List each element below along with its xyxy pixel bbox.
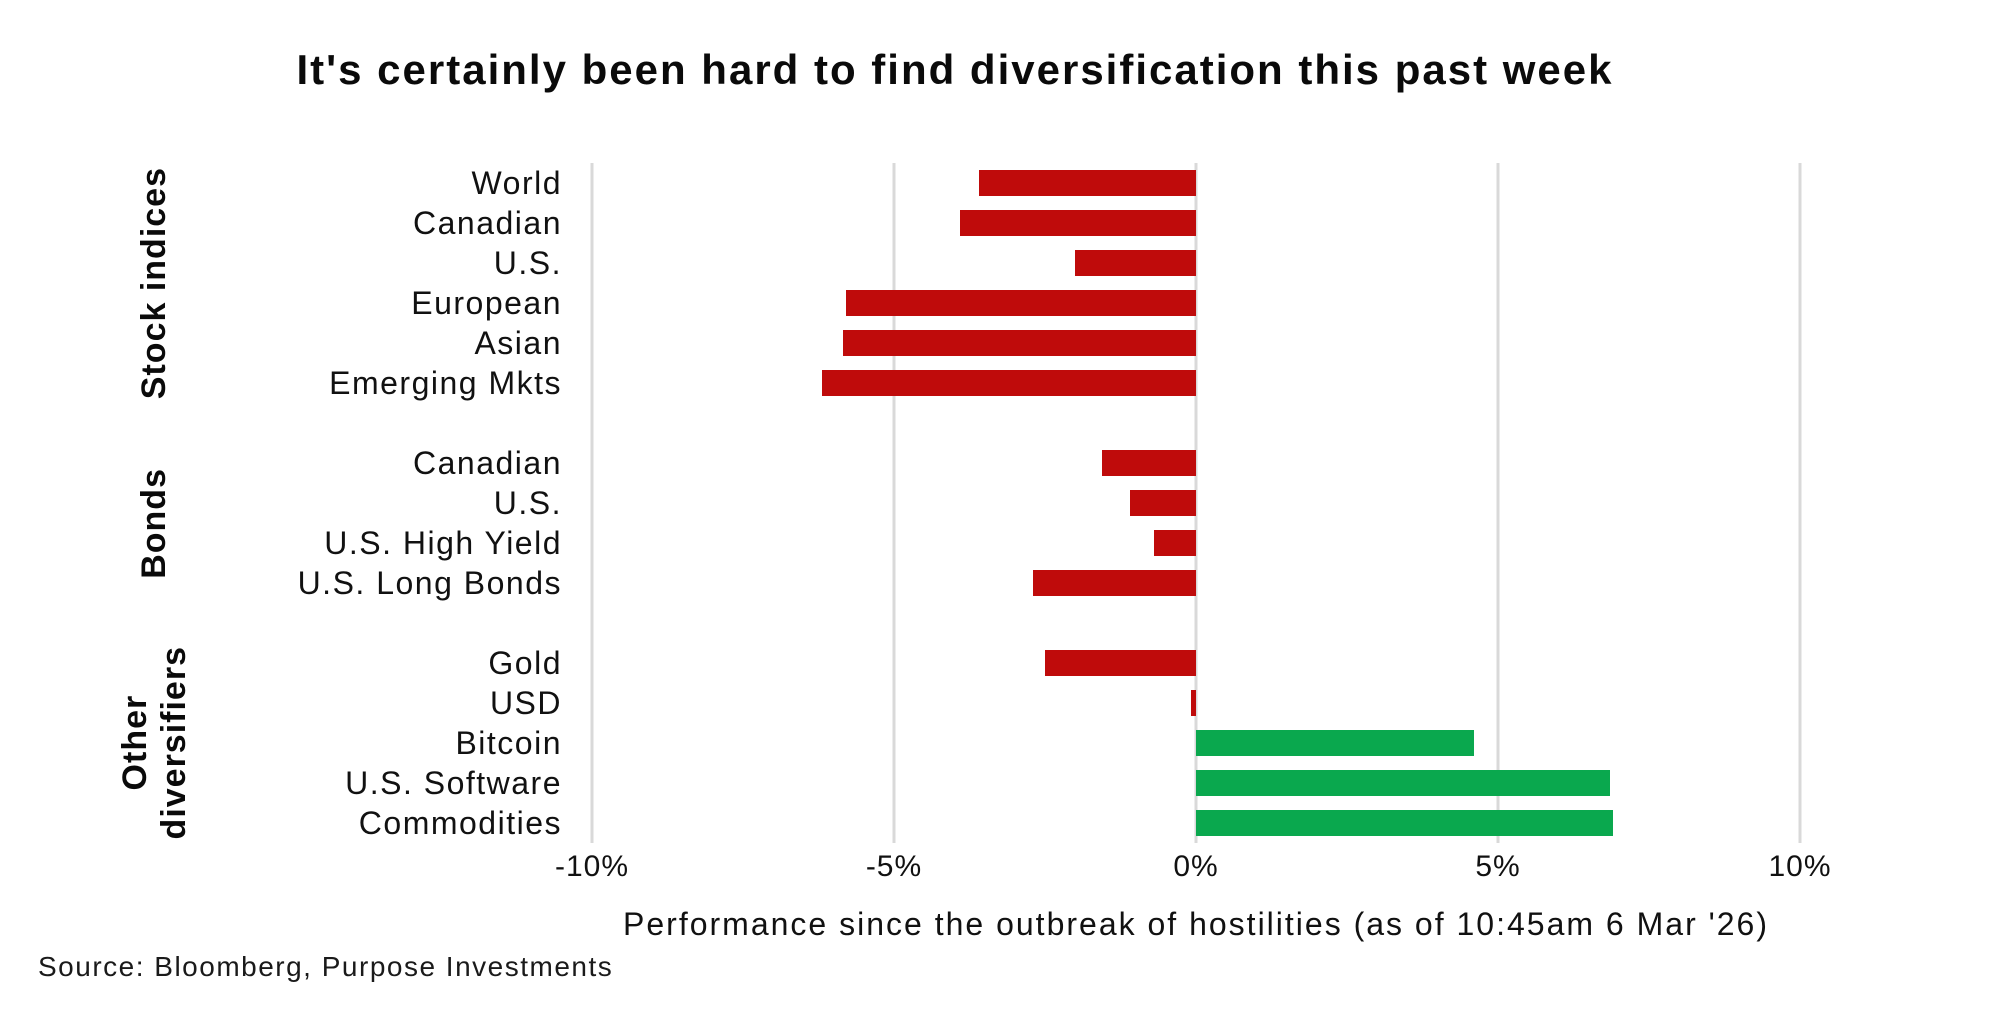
x-tick-5: 5% <box>1475 850 1521 883</box>
chart-title: It's certainly been hard to find diversi… <box>296 46 1614 93</box>
group-label-text: Other diversifiers <box>115 646 193 840</box>
bar-bonds-canadian <box>1102 450 1196 476</box>
bar-other-diversifiers-usd <box>1191 690 1196 716</box>
bar-other-diversifiers-bitcoin <box>1196 730 1474 756</box>
bar-other-diversifiers-commodities <box>1196 810 1613 836</box>
row-label-stock-indices-u-s: U.S. <box>493 245 562 281</box>
row-label-other-diversifiers-commodities: Commodities <box>358 805 562 841</box>
bar-other-diversifiers-u-s-software <box>1196 770 1610 796</box>
group-label-stock-indices: Stock indices <box>92 163 218 403</box>
bar-bonds-u-s-long-bonds <box>1032 570 1196 596</box>
source-note: Source: Bloomberg, Purpose Investments <box>38 951 614 982</box>
group-label-bonds: Bonds <box>92 443 218 603</box>
row-label-other-diversifiers-u-s-software: U.S. Software <box>345 765 562 801</box>
row-label-stock-indices-european: European <box>411 285 562 321</box>
row-label-other-diversifiers-bitcoin: Bitcoin <box>455 725 562 761</box>
plot-area <box>590 163 1802 843</box>
group-label-text: Bonds <box>135 467 174 579</box>
row-label-stock-indices-canadian: Canadian <box>413 205 562 241</box>
bar-bonds-u-s-high-yield <box>1153 530 1196 556</box>
x-tick-0: 0% <box>1173 850 1219 883</box>
x-axis-label: Performance since the outbreak of hostil… <box>623 906 1769 942</box>
gridline-5 <box>892 163 896 843</box>
bar-other-diversifiers-gold <box>1045 650 1196 676</box>
row-label-bonds-u-s-long-bonds: U.S. Long Bonds <box>297 565 562 601</box>
row-label-other-diversifiers-usd: USD <box>489 685 562 721</box>
group-label-other-diversifiers: Other diversifiers <box>92 643 218 843</box>
row-label-stock-indices-emerging-mkts: Emerging Mkts <box>329 365 562 401</box>
bar-stock-indices-european <box>845 290 1196 316</box>
x-tick-10: 10% <box>1768 850 1832 883</box>
x-tick-5: -5% <box>865 850 923 883</box>
gridline-10 <box>590 163 594 843</box>
row-label-other-diversifiers-gold: Gold <box>488 645 562 681</box>
bar-stock-indices-emerging-mkts <box>821 370 1196 396</box>
row-label-bonds-u-s: U.S. <box>493 485 562 521</box>
bar-stock-indices-canadian <box>960 210 1196 236</box>
bar-stock-indices-u-s <box>1075 250 1196 276</box>
group-label-text: Stock indices <box>135 166 174 400</box>
gridline-0 <box>1194 163 1198 843</box>
bar-stock-indices-asian <box>842 330 1196 356</box>
bar-bonds-u-s <box>1129 490 1196 516</box>
gridline-10 <box>1798 163 1802 843</box>
row-label-stock-indices-asian: Asian <box>474 325 562 361</box>
row-label-bonds-canadian: Canadian <box>413 445 562 481</box>
gridline-5 <box>1496 163 1500 843</box>
x-tick-10: -10% <box>554 850 630 883</box>
row-label-bonds-u-s-high-yield: U.S. High Yield <box>324 525 562 561</box>
bar-stock-indices-world <box>978 170 1196 196</box>
row-label-stock-indices-world: World <box>471 165 562 201</box>
